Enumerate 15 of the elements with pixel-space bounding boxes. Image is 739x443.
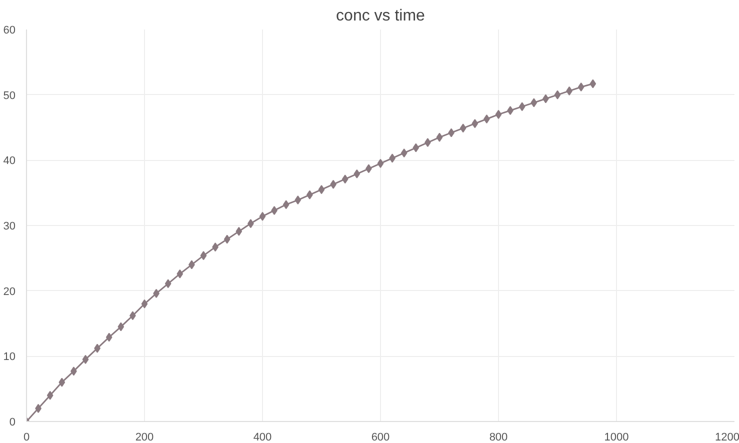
x-tick-label: 0 [23,432,30,443]
y-tick-label: 50 [3,90,16,102]
chart-title: conc vs time [336,8,426,24]
x-tick-label: 600 [371,432,390,443]
y-tick-label: 40 [3,155,16,168]
x-tick-label: 800 [489,432,508,443]
y-tick-label: 10 [3,351,16,364]
y-tick-label: 0 [9,416,16,428]
y-tick-label: 20 [3,286,16,298]
x-tick-label: 1000 [604,432,629,443]
x-tick-label: 200 [135,432,154,443]
y-tick-label: 30 [3,220,16,232]
x-tick-label: 400 [253,432,272,443]
x-tick-label: 1200 [715,432,739,443]
y-tick-label: 60 [3,24,16,36]
